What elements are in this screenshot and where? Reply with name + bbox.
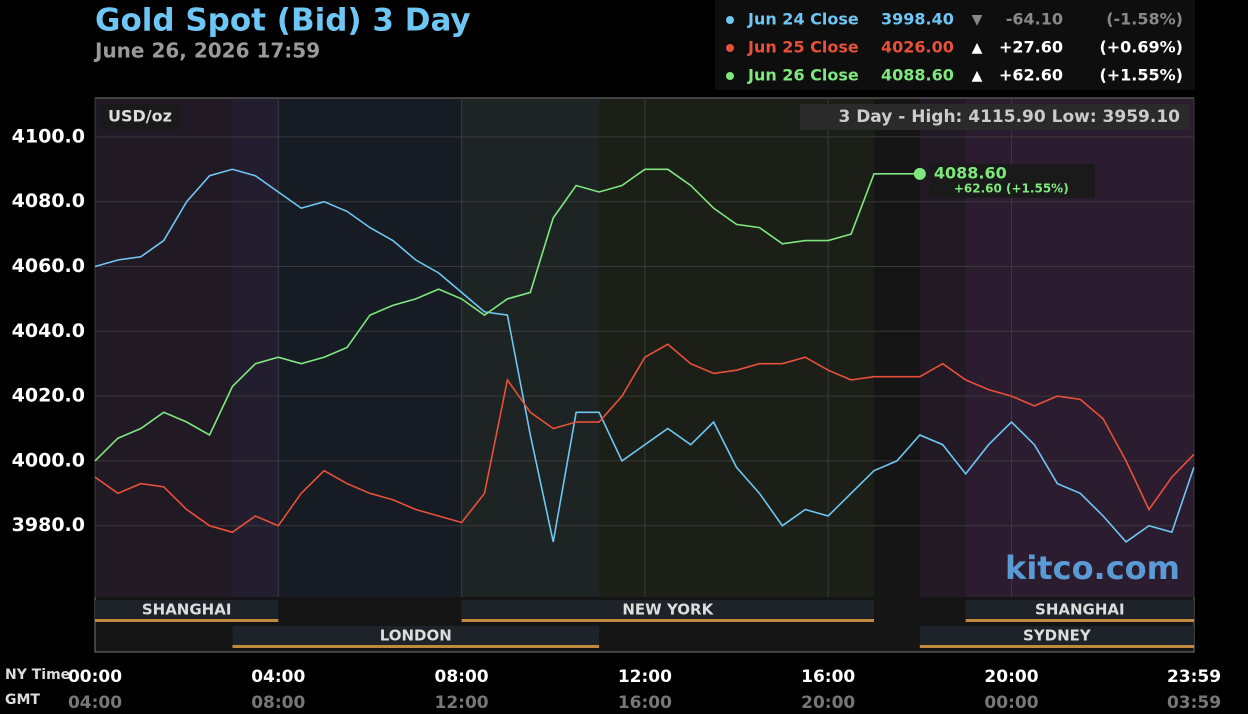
legend-change: +62.60 xyxy=(999,66,1063,85)
y-tick-label: 4020.0 xyxy=(12,385,85,407)
session-label: NEW YORK xyxy=(622,601,714,619)
session-label: SHANGHAI xyxy=(142,601,232,619)
y-tick-label: 4100.0 xyxy=(12,125,85,147)
legend-close: 3998.40 xyxy=(881,10,954,29)
x-tick-label: 20:00 xyxy=(984,667,1038,687)
end-marker xyxy=(913,167,926,180)
x2-tick-label: 03:59 xyxy=(1167,693,1221,713)
y-tick-label: 4000.0 xyxy=(12,449,85,471)
chart-title: Gold Spot (Bid) 3 Day xyxy=(95,3,471,39)
legend-pct: (+1.55%) xyxy=(1099,66,1183,85)
legend-pct: (-1.58%) xyxy=(1106,10,1183,29)
end-label: 4088.60 xyxy=(934,163,1007,182)
chart-subtitle: June 26, 2026 17:59 xyxy=(93,39,320,63)
session-underline xyxy=(965,619,1194,622)
series-line xyxy=(94,168,920,462)
x2-tick-label: 20:00 xyxy=(801,693,855,713)
legend-close: 4026.00 xyxy=(881,38,954,57)
session-underline xyxy=(461,619,875,622)
legend-change: -64.10 xyxy=(1006,10,1063,29)
series-line xyxy=(94,168,1195,543)
session-label: LONDON xyxy=(380,627,452,645)
legend-marker xyxy=(726,16,734,24)
legend-arrow: ▲ xyxy=(972,68,983,84)
y-tick-label: 4080.0 xyxy=(12,190,85,212)
session-underline xyxy=(232,645,600,648)
range-label: 3 Day - High: 4115.90 Low: 3959.10 xyxy=(838,107,1180,127)
x-tick-label: 16:00 xyxy=(801,667,855,687)
legend-box xyxy=(715,0,1195,90)
session-shade xyxy=(95,99,279,597)
x2-tick-label: 04:00 xyxy=(68,693,122,713)
legend-marker xyxy=(726,44,734,52)
unit-label: USD/oz xyxy=(108,107,172,126)
session-bar xyxy=(95,600,279,620)
legend-marker xyxy=(726,72,734,80)
x2-tick-label: 00:00 xyxy=(984,693,1038,713)
session-bar xyxy=(919,626,1194,646)
x2-axis-label: GMT xyxy=(5,692,40,708)
session-underline xyxy=(95,619,279,622)
x-tick-label: 04:00 xyxy=(251,667,305,687)
legend-label: Jun 25 Close xyxy=(747,38,859,57)
legend-arrow: ▼ xyxy=(972,12,983,28)
legend-label: Jun 24 Close xyxy=(747,10,859,29)
x-axis-label: NY Time xyxy=(5,667,70,683)
session-label: SHANGHAI xyxy=(1035,601,1125,619)
watermark: kitco.com xyxy=(1005,549,1180,587)
x-tick-label: 12:00 xyxy=(618,667,672,687)
end-change: +62.60 (+1.55%) xyxy=(954,181,1069,195)
session-bar xyxy=(965,600,1194,620)
session-bar xyxy=(232,626,600,646)
session-label: SYDNEY xyxy=(1023,627,1092,645)
end-label-box xyxy=(929,163,1095,198)
y-tick-label: 3980.0 xyxy=(12,514,85,536)
y-tick-label: 4060.0 xyxy=(12,255,85,277)
x-tick-label: 23:59 xyxy=(1167,667,1221,687)
y-tick-label: 4040.0 xyxy=(12,320,85,342)
legend-arrow: ▲ xyxy=(972,40,983,56)
series-line xyxy=(94,343,1195,534)
x2-tick-label: 12:00 xyxy=(435,693,489,713)
range-box xyxy=(800,104,1190,130)
legend-pct: (+0.69%) xyxy=(1099,38,1183,57)
legend-change: +27.60 xyxy=(999,38,1063,57)
x2-tick-label: 08:00 xyxy=(251,693,305,713)
session-shade xyxy=(461,99,875,597)
session-shade xyxy=(232,99,600,597)
unit-box xyxy=(100,104,180,130)
session-bar xyxy=(461,600,875,620)
legend-label: Jun 26 Close xyxy=(747,66,859,85)
legend-close: 4088.60 xyxy=(881,66,954,85)
x2-tick-label: 16:00 xyxy=(618,693,672,713)
x-tick-label: 00:00 xyxy=(68,667,122,687)
x-tick-label: 08:00 xyxy=(435,667,489,687)
session-underline xyxy=(919,645,1194,648)
